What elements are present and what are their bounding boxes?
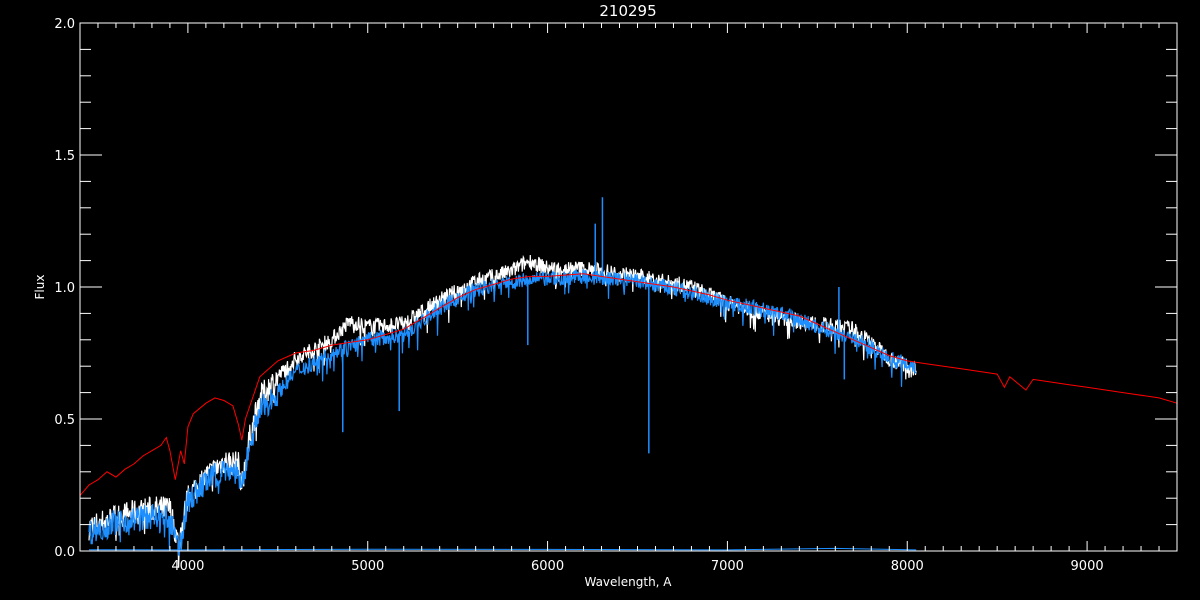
y-axis-label: Flux [33,275,47,300]
series-line-1 [88,268,917,556]
series-line-0 [88,254,917,568]
y-tick-label: 0.0 [54,545,75,560]
y-tick-label: 0.5 [54,413,75,428]
axes-layer: 4000 5000 6000 7000 8000 9000 0.0 0.5 1.0 1.5 2.0 [54,17,1178,574]
x-tick-label: 7000 [711,559,744,574]
y-tick-label: 1.0 [54,281,75,296]
x-tick-label: 6000 [531,559,564,574]
y-tick-label: 2.0 [54,17,75,32]
x-tick-label: 9000 [1071,559,1104,574]
x-tick-label: 5000 [351,559,384,574]
series-line-3 [79,273,1178,496]
chart-title: 210295 [599,2,656,20]
x-tick-label: 4000 [171,559,204,574]
y-tick-label: 1.5 [54,149,75,164]
series-layer [79,197,1178,568]
x-tick-label: 8000 [891,559,924,574]
series-line-2 [88,547,917,551]
x-axis-label: Wavelength, A [584,575,672,589]
